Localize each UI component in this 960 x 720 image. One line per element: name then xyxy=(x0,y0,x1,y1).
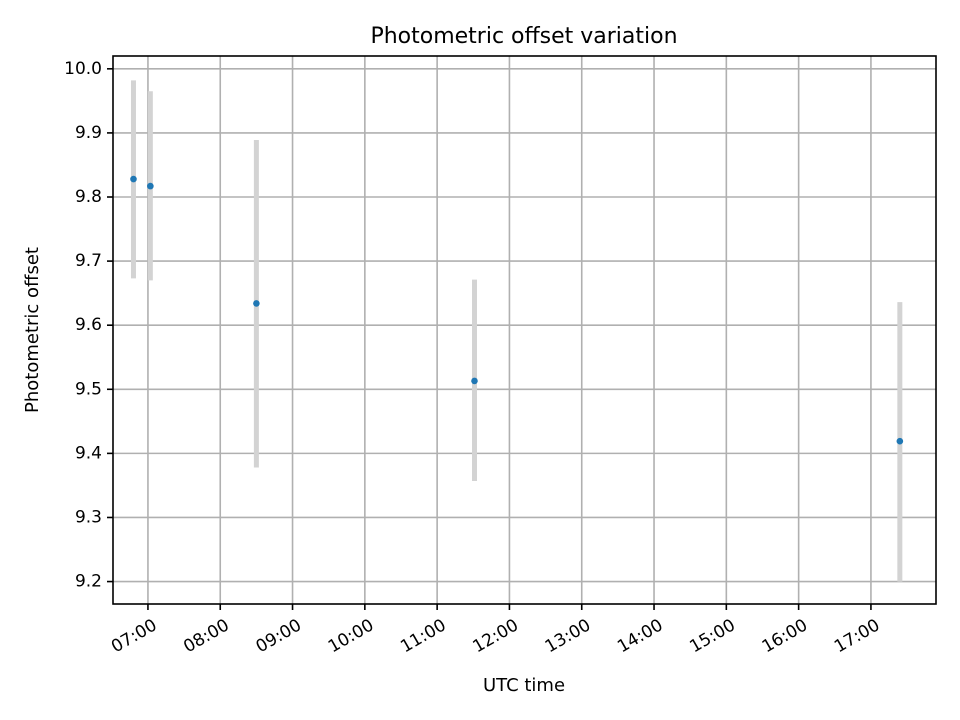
x-tick-label: 15:00 xyxy=(686,615,738,657)
y-tick-label: 9.9 xyxy=(75,123,102,143)
y-tick-label: 9.2 xyxy=(75,572,102,592)
y-tick-label: 9.3 xyxy=(75,507,102,527)
data-point xyxy=(147,182,154,190)
y-tick-label: 9.5 xyxy=(75,379,102,399)
data-point xyxy=(896,437,904,445)
x-tick-label: 17:00 xyxy=(831,615,883,657)
y-tick-label: 9.7 xyxy=(75,251,102,271)
y-tick-label: 10.0 xyxy=(64,59,102,79)
data-point xyxy=(253,300,260,307)
x-axis-label: UTC time xyxy=(483,675,565,696)
x-tick-label: 07:00 xyxy=(108,615,160,657)
x-tick-label: 10:00 xyxy=(325,615,377,657)
x-tick-label: 13:00 xyxy=(542,615,594,657)
x-tick-label: 11:00 xyxy=(397,615,449,657)
x-tick-label: 14:00 xyxy=(614,615,666,657)
data-point xyxy=(471,377,478,385)
y-axis-label: Photometric offset xyxy=(22,247,43,413)
y-tick-label: 9.8 xyxy=(75,187,102,207)
x-tick-label: 16:00 xyxy=(759,615,811,657)
chart-title: Photometric offset variation xyxy=(370,24,677,49)
x-tick-label: 09:00 xyxy=(253,615,305,657)
x-tick-label: 12:00 xyxy=(470,615,522,657)
y-tick-label: 9.6 xyxy=(75,315,102,335)
data-point xyxy=(130,175,137,183)
grid-layer xyxy=(113,56,936,604)
y-tick-label: 9.4 xyxy=(75,443,102,463)
plot-frame xyxy=(112,55,937,605)
x-tick-label: 08:00 xyxy=(180,615,232,657)
data-layer xyxy=(130,80,904,582)
